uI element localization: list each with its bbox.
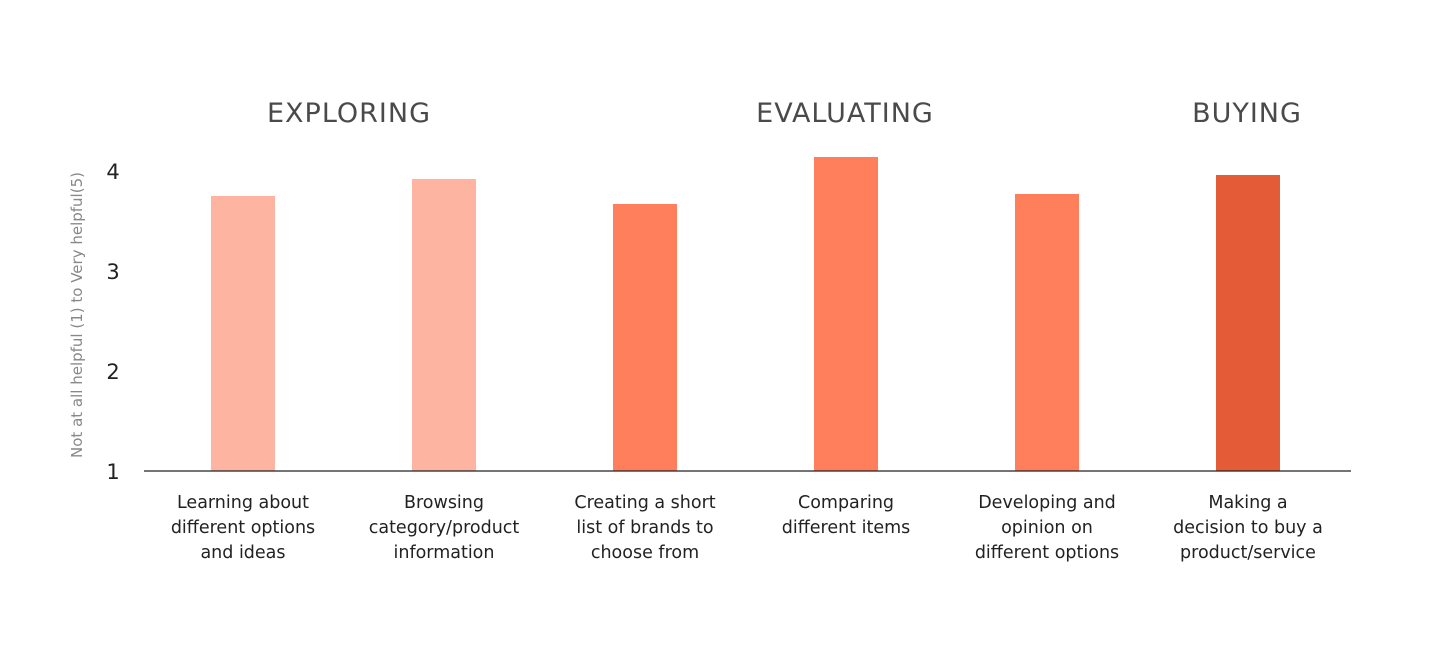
y-axis-ticks: 1 2 3 4: [106, 160, 119, 484]
category-label: Browsing category/product information: [369, 493, 520, 563]
category-label-line: opinion on: [1001, 518, 1093, 538]
category-label-line: decision to buy a: [1173, 518, 1323, 538]
category-label-line: information: [393, 543, 494, 563]
category-label: Creating a short list of brands to choose …: [574, 493, 715, 563]
phase-label: EVALUATING: [756, 98, 934, 129]
category-label-line: Browsing: [404, 493, 484, 513]
y-tick-label: 2: [106, 360, 119, 384]
bar: [1216, 175, 1280, 471]
category-label: Making a decision to buy a product/service: [1173, 493, 1323, 563]
y-axis-label: Not at all helpful (1) to Very helpful(5…: [68, 172, 86, 458]
category-label-line: choose from: [591, 543, 699, 563]
bar: [613, 204, 677, 471]
y-tick-label: 4: [106, 160, 119, 184]
category-label-line: Making a: [1208, 493, 1287, 513]
category-label-line: different items: [782, 518, 911, 538]
category-label-line: Comparing: [798, 493, 894, 513]
bar: [814, 157, 878, 471]
phase-label: EXPLORING: [267, 98, 431, 129]
bars: [211, 157, 1280, 471]
category-label: Comparing different items: [782, 493, 911, 538]
bar: [211, 196, 275, 471]
bar: [412, 179, 476, 471]
bar: [1015, 194, 1079, 471]
category-label-line: different options: [975, 543, 1119, 563]
phase-labels: EXPLORING EVALUATING BUYING: [267, 98, 1302, 129]
category-label-line: Creating a short: [574, 493, 715, 513]
y-tick-label: 3: [106, 260, 119, 284]
category-labels: Learning about different options and ideas…: [171, 493, 1323, 563]
category-label-line: and ideas: [200, 543, 285, 563]
category-label: Developing and opinion on different option…: [975, 493, 1119, 563]
category-label-line: Developing and: [978, 493, 1116, 513]
category-label-line: different options: [171, 518, 315, 538]
category-label-line: product/service: [1180, 543, 1316, 563]
category-label-line: category/product: [369, 518, 520, 538]
phase-label: BUYING: [1192, 98, 1302, 129]
category-label-line: list of brands to: [576, 518, 713, 538]
category-label: Learning about different options and ideas: [171, 493, 315, 563]
y-tick-label: 1: [106, 460, 119, 484]
category-label-line: Learning about: [177, 493, 309, 513]
